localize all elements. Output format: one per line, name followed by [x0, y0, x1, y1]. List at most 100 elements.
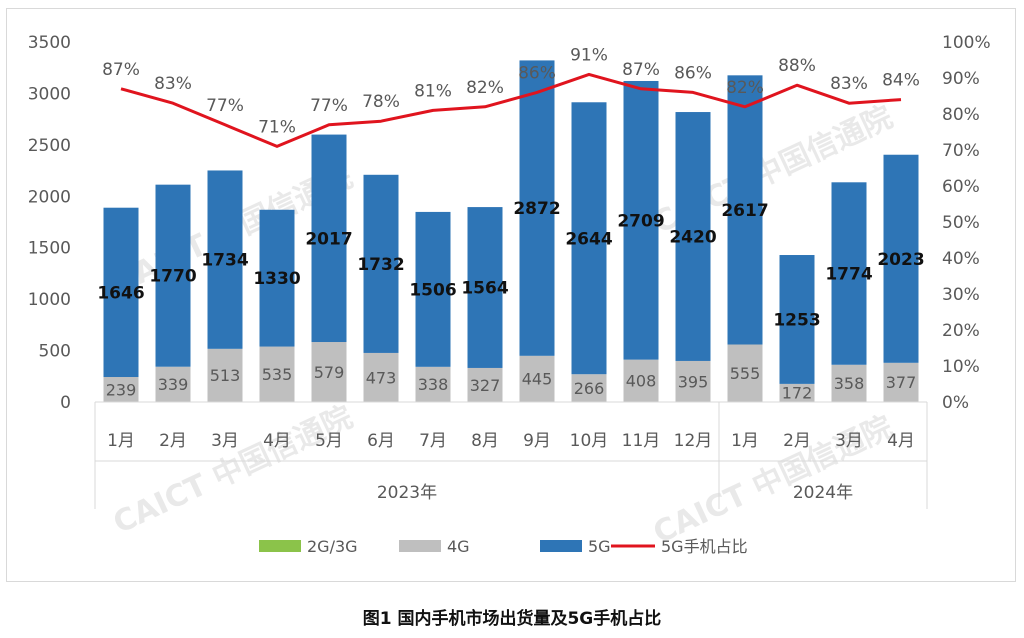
bar-5g	[727, 75, 763, 345]
label-5g: 2017	[305, 229, 352, 249]
label-5g: 1732	[357, 255, 404, 275]
right-tick-label: 20%	[942, 321, 980, 341]
label-5g: 2644	[565, 229, 612, 249]
label-5g-share: 77%	[310, 96, 348, 116]
bar-4g	[779, 383, 815, 402]
bar-5g	[883, 154, 919, 363]
right-tick-label: 100%	[942, 33, 991, 53]
bar-4g	[207, 348, 243, 402]
label-5g: 1646	[97, 283, 144, 303]
label-5g-share: 81%	[414, 81, 452, 101]
label-4g: 338	[418, 375, 449, 394]
x-tick-label: 6月	[367, 431, 395, 451]
label-5g-share: 87%	[622, 60, 660, 80]
label-5g: 2420	[669, 228, 716, 248]
bar-4g	[363, 352, 399, 402]
bar-4g	[675, 360, 711, 402]
left-tick-label: 2000	[28, 187, 71, 207]
bar-4g	[467, 367, 503, 402]
left-tick-label: 3000	[28, 84, 71, 104]
label-4g: 408	[626, 372, 657, 391]
label-5g: 2023	[877, 250, 924, 270]
right-tick-label: 80%	[942, 105, 980, 125]
label-5g: 1564	[461, 279, 508, 299]
legend: 2G/3G 4G 5G 5G手机占比	[259, 537, 748, 556]
bar-4g	[571, 374, 607, 402]
bar-4g	[155, 366, 191, 402]
bar-5g	[779, 255, 815, 384]
left-tick-label: 1000	[28, 290, 71, 310]
data-labels-layer: 239 1646 87% 339 1770 83% 513 1734 77% 535 1330 71%…	[97, 45, 924, 402]
right-tick-label: 30%	[942, 285, 980, 305]
label-5g: 1774	[825, 265, 872, 285]
label-5g: 1330	[253, 269, 300, 289]
label-5g-share: 82%	[726, 78, 764, 98]
label-5g-share: 83%	[154, 74, 192, 94]
label-5g: 2617	[721, 201, 768, 221]
x-tick-label: 5月	[315, 431, 343, 451]
bar-5g	[259, 209, 295, 347]
x-tick-label: 8月	[471, 431, 499, 451]
label-5g: 1506	[409, 280, 456, 300]
watermark: CAICT 中国信通院	[108, 400, 358, 541]
bar-5g	[467, 207, 503, 368]
label-5g: 1734	[201, 251, 248, 271]
x-tick-label: 1月	[107, 431, 135, 451]
x-tick-label: 12月	[674, 431, 713, 451]
label-5g-share: 87%	[102, 60, 140, 80]
bar-4g	[311, 342, 347, 402]
bar-4g	[623, 359, 659, 402]
x-tick-label: 7月	[419, 431, 447, 451]
x-tick-label: 1月	[731, 431, 759, 451]
label-5g-share: 86%	[518, 63, 556, 83]
label-5g: 1770	[149, 267, 196, 287]
x-tick-label: 4月	[887, 431, 915, 451]
legend-swatch	[259, 540, 301, 552]
label-5g-share: 88%	[778, 56, 816, 76]
bar-4g	[519, 355, 555, 402]
bar-5g	[363, 174, 399, 353]
figure-caption: 图1 国内手机市场出货量及5G手机占比	[362, 609, 662, 629]
label-5g-share: 82%	[466, 78, 504, 98]
label-5g-share: 86%	[674, 63, 712, 83]
bar-5g	[675, 112, 711, 361]
x-tick-label: 3月	[835, 431, 863, 451]
bar-4g	[883, 362, 919, 402]
label-5g-share: 91%	[570, 45, 608, 65]
x-tick-label: 11月	[622, 431, 661, 451]
label-5g-share: 78%	[362, 92, 400, 112]
label-4g: 579	[314, 363, 345, 382]
x-tick-label: 3月	[211, 431, 239, 451]
bar-4g	[831, 364, 867, 402]
bar-5g	[623, 80, 659, 360]
label-4g: 377	[886, 373, 917, 392]
label-5g-share: 83%	[830, 74, 868, 94]
label-4g: 395	[678, 372, 709, 391]
label-5g-share: 84%	[882, 71, 920, 91]
right-tick-label: 40%	[942, 249, 980, 269]
legend-label: 5G手机占比	[661, 537, 748, 556]
bar-5g	[103, 207, 139, 378]
left-tick-label: 2500	[28, 136, 71, 156]
bar-5g	[415, 211, 451, 367]
legend-label: 5G	[588, 537, 611, 556]
label-4g: 339	[158, 375, 189, 394]
label-4g: 555	[730, 364, 761, 383]
label-5g: 2872	[513, 199, 560, 219]
legend-swatch	[399, 540, 441, 552]
x-tick-label: 10月	[570, 431, 609, 451]
bars-layer	[103, 60, 919, 402]
group-label: 2023年	[377, 483, 437, 503]
left-tick-label: 3500	[28, 33, 71, 53]
label-5g: 2709	[617, 211, 664, 231]
right-tick-label: 10%	[942, 357, 980, 377]
label-4g: 358	[834, 374, 865, 393]
bar-5g	[155, 184, 191, 367]
label-5g: 1253	[773, 310, 820, 330]
right-tick-label: 70%	[942, 141, 980, 161]
bar-5g	[519, 60, 555, 356]
label-5g-share: 71%	[258, 117, 296, 137]
bar-5g	[207, 170, 243, 349]
bar-5g	[311, 134, 347, 343]
